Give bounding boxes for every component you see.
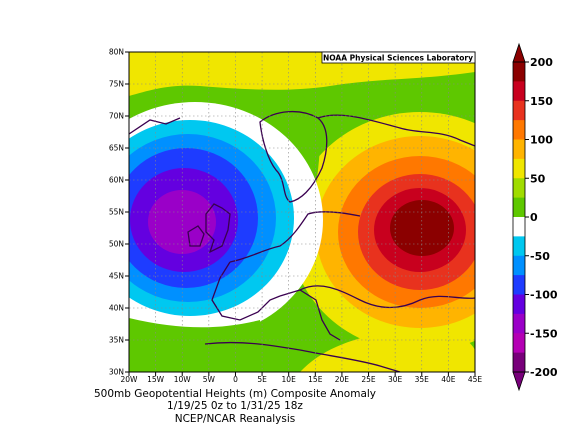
lat-tick-label: 80N — [109, 48, 124, 57]
lon-tick-label: 10W — [174, 375, 192, 384]
lat-tick-label: 30N — [109, 368, 124, 377]
lat-tick-label: 35N — [109, 336, 124, 345]
lat-tick-label: 45N — [109, 272, 124, 281]
colorbar-ticks: 200 150 100 50 0 -50 -100 -150 -200 — [525, 56, 558, 379]
colorbar-tick-label: -100 — [530, 289, 558, 302]
colorbar-segment — [513, 255, 525, 276]
credit-label: NOAA Physical Sciences Laboratory — [323, 54, 473, 63]
colorbar-segment — [513, 275, 525, 295]
colorbar-tick-label: 150 — [530, 95, 553, 108]
lon-tick-label: 5W — [203, 375, 216, 384]
coastlines — [129, 110, 475, 372]
colorbar-tick-label: -150 — [530, 327, 558, 340]
lon-tick-label: 25E — [361, 375, 376, 384]
lat-tick-label: 50N — [109, 240, 124, 249]
colorbar-segment — [513, 139, 525, 160]
colorbar-segment — [513, 100, 525, 121]
colorbar-segment — [513, 120, 525, 140]
map-plot-area: NOAA Physical Sciences Laboratory — [128, 51, 476, 373]
lat-tick-label: 60N — [109, 176, 124, 185]
colorbar-segment — [513, 197, 525, 218]
colorbar-tick-label: 50 — [530, 172, 546, 185]
colorbar-segment — [513, 178, 525, 199]
lat-tick-label: 55N — [109, 208, 124, 217]
colorbar-segment — [513, 294, 525, 315]
colorbar-segment — [513, 313, 525, 334]
colorbar-segment — [513, 236, 525, 257]
lon-tick-label: 15W — [147, 375, 165, 384]
colorbar-arrow-top — [512, 42, 526, 63]
colorbar-segment — [513, 217, 525, 237]
lat-tick-label: 75N — [109, 80, 124, 89]
lon-tick-label: 45E — [468, 375, 483, 384]
colorbar-tick-label: 200 — [530, 56, 553, 69]
latitude-ticks: 80N 75N 70N 65N 60N 55N 50N 45N 40N 35N 30N — [109, 48, 129, 377]
colorbar-segment — [513, 62, 525, 82]
lat-tick-label: 65N — [109, 144, 124, 153]
colorbar-segment — [513, 158, 525, 179]
anomaly-band-south — [129, 318, 260, 372]
colorbar-segment — [513, 352, 525, 373]
colorbar-segment — [513, 81, 525, 102]
lon-tick-label: 5E — [257, 375, 267, 384]
colorbar-tick-label: -200 — [530, 366, 558, 379]
colorbar — [512, 42, 526, 392]
lon-tick-label: 10E — [282, 375, 297, 384]
lat-tick-label: 70N — [109, 112, 124, 121]
longitude-ticks: 20W 15W 10W 5W 0 5E 10E 15E 20E 25E 30E 35E 40E 45E — [121, 372, 483, 384]
colorbar-tick-label: 0 — [530, 211, 538, 224]
lon-tick-label: 20W — [121, 375, 139, 384]
colorbar-arrow-bottom — [512, 371, 526, 392]
lon-tick-label: 40E — [441, 375, 456, 384]
caption-source: NCEP/NCAR Reanalysis — [174, 413, 296, 425]
caption-dates: 1/19/25 0z to 1/31/25 18z — [167, 400, 303, 412]
lon-tick-label: 20E — [335, 375, 350, 384]
low-ring-5 — [148, 190, 216, 254]
anomaly-band-southeast — [300, 330, 475, 372]
lon-tick-label: 0 — [233, 375, 238, 384]
colorbar-tick-label: -50 — [530, 250, 550, 263]
caption-title: 500mb Geopotential Heights (m) Composite… — [93, 388, 377, 400]
lon-tick-label: 15E — [308, 375, 323, 384]
lat-tick-label: 40N — [109, 304, 124, 313]
lon-tick-label: 30E — [388, 375, 403, 384]
colorbar-segment — [513, 333, 525, 354]
lon-tick-label: 35E — [415, 375, 430, 384]
credit-box — [321, 51, 476, 64]
colorbar-tick-label: 100 — [530, 134, 553, 147]
graticule — [129, 52, 475, 372]
